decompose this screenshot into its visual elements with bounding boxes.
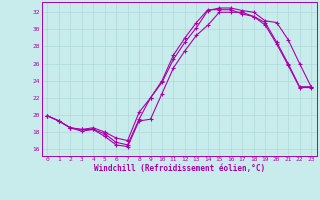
X-axis label: Windchill (Refroidissement éolien,°C): Windchill (Refroidissement éolien,°C)	[94, 164, 265, 173]
